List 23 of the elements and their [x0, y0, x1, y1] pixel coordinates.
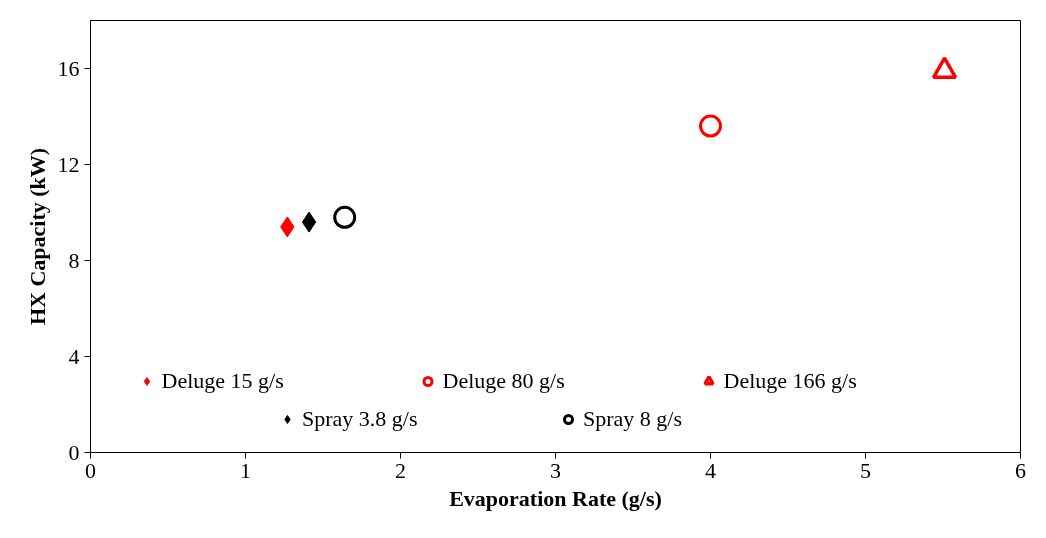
point — [301, 211, 317, 233]
y-tick-label: 8 — [68, 247, 80, 273]
x-tick-label: 6 — [1015, 457, 1026, 483]
x-tick-label: 2 — [395, 457, 406, 483]
y-tick-label: 0 — [68, 439, 80, 465]
y-axis-title: HX Capacity (kW) — [24, 147, 50, 326]
legend-label: Spray 8 g/s — [583, 406, 683, 432]
x-axis-title: Evaporation Rate (g/s) — [449, 485, 662, 511]
point — [699, 114, 722, 138]
x-tick-label: 0 — [85, 457, 96, 483]
y-tick-label: 12 — [57, 151, 80, 177]
legend-label: Deluge 80 g/s — [442, 368, 566, 394]
x-tick-label: 5 — [860, 457, 871, 483]
legend-label: Deluge 166 g/s — [723, 368, 858, 394]
x-tick-label: 1 — [240, 457, 251, 483]
x-tick-label: 4 — [705, 457, 716, 483]
legend-label: Deluge 15 g/s — [161, 368, 285, 394]
point — [931, 56, 958, 79]
y-tick-label: 16 — [57, 55, 80, 81]
x-tick-label: 3 — [550, 457, 561, 483]
legend-label: Spray 3.8 g/s — [302, 406, 419, 432]
point — [333, 205, 357, 229]
y-tick-label: 4 — [68, 343, 80, 369]
